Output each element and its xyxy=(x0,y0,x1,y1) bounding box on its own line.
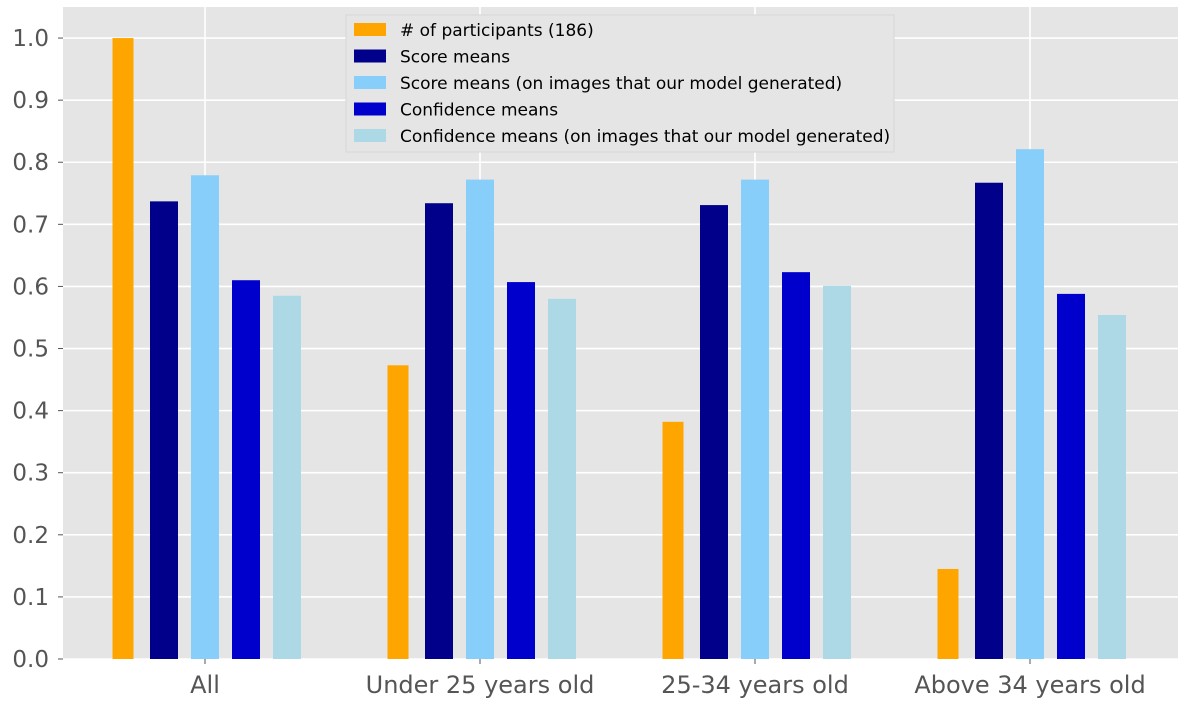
bar-series-3 xyxy=(1016,149,1044,659)
y-tick-label: 0.1 xyxy=(12,585,49,611)
bar-series-5 xyxy=(1098,314,1126,659)
bar-series-1 xyxy=(112,38,134,660)
y-tick-label: 0.4 xyxy=(12,399,49,425)
x-category-label: Under 25 years old xyxy=(366,671,595,699)
legend-label: Confidence means (on images that our mod… xyxy=(400,127,890,147)
y-tick-label: 0.8 xyxy=(12,150,49,176)
bar-series-5 xyxy=(548,298,576,659)
bar-series-1 xyxy=(937,568,959,659)
y-tick-label: 0.2 xyxy=(12,523,49,549)
y-tick-label: 0.5 xyxy=(12,337,49,363)
bar-series-2 xyxy=(425,203,453,659)
bar-series-4 xyxy=(1057,293,1085,659)
bar-series-1 xyxy=(387,365,409,659)
y-tick-label: 0.0 xyxy=(12,647,49,673)
legend-swatch xyxy=(354,129,386,142)
bar-series-3 xyxy=(466,179,494,659)
bar-series-3 xyxy=(741,179,769,659)
x-category-label: Above 34 years old xyxy=(914,671,1145,699)
bars xyxy=(112,38,1126,660)
bar-series-1 xyxy=(662,421,684,659)
y-tick-label: 0.9 xyxy=(12,88,49,114)
bar-series-4 xyxy=(232,280,260,659)
legend-box xyxy=(345,14,895,153)
legend-label: # of participants (186) xyxy=(400,21,594,41)
legend-swatch xyxy=(354,76,386,89)
x-category-label: All xyxy=(190,671,220,699)
bar-series-4 xyxy=(782,272,810,659)
bar-series-3 xyxy=(191,175,219,660)
x-axis: All Under 25 years old 25-34 years old Abov… xyxy=(190,659,1146,699)
y-tick-label: 0.6 xyxy=(12,274,49,300)
y-tick-label: 0.7 xyxy=(12,212,49,238)
legend-swatch xyxy=(354,23,386,36)
bar-series-5 xyxy=(273,295,301,659)
bar-series-4 xyxy=(507,282,535,659)
legend: # of participants (186) Score means Score … xyxy=(345,14,895,153)
bar-series-2 xyxy=(150,201,178,659)
legend-swatch xyxy=(354,49,386,63)
bar-series-5 xyxy=(823,285,851,659)
legend-label: Score means (on images that our model ge… xyxy=(400,74,842,94)
y-tick-label: 0.3 xyxy=(12,461,49,487)
bar-series-2 xyxy=(975,182,1003,659)
y-tick-label: 1.0 xyxy=(12,26,49,52)
bar-series-2 xyxy=(700,205,728,660)
y-axis: 0.0 0.1 0.2 0.3 0.4 0.5 0.6 0.7 0.8 0.9 1.0 xyxy=(12,26,63,673)
legend-label: Confidence means xyxy=(400,101,558,121)
x-category-label: 25-34 years old xyxy=(661,671,849,699)
legend-label: Score means xyxy=(400,48,510,68)
legend-swatch xyxy=(354,102,386,116)
